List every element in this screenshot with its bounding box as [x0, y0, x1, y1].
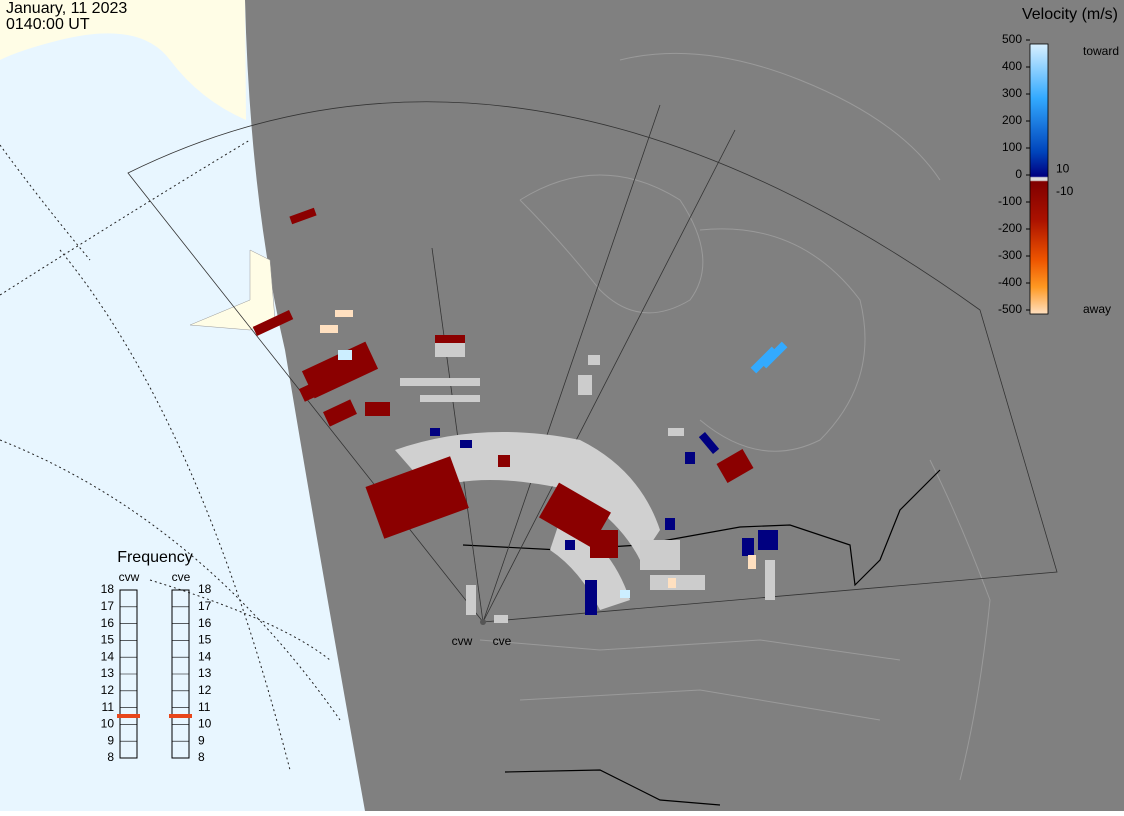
- scale-title: Velocity (m/s): [1022, 6, 1118, 23]
- scale-tick-label: 400: [1002, 59, 1022, 73]
- frequency-tick-label: 14: [101, 649, 115, 663]
- frequency-tick-label: 16: [101, 616, 115, 630]
- scale-tick-label: 0: [1015, 167, 1022, 181]
- radar-column-label: cvw: [119, 570, 140, 584]
- frequency-tick-label: 17: [198, 599, 212, 613]
- scale-tick-label: -200: [998, 221, 1022, 235]
- color-bar: [1029, 43, 1049, 315]
- coastlines: [479, 52, 991, 781]
- dynamic: 500 400 300 200 100 0 -100 -200 -300 -400 -500 10 -1…: [101, 32, 1074, 764]
- time: 0140:00 UT: [6, 16, 90, 33]
- land: [0, 0, 246, 120]
- frequency-tick-label: 15: [198, 633, 212, 647]
- radar-echoes: [252, 207, 788, 625]
- scale-tick-label: -100: [998, 194, 1022, 208]
- frequency-tick-label: 17: [101, 599, 115, 613]
- scale-tick-label: 300: [1002, 86, 1022, 100]
- radar-site-label: cve: [493, 634, 512, 648]
- scale-inner-tick-label: -10: [1056, 184, 1074, 198]
- frequency-tick-label: 11: [102, 700, 115, 714]
- frequency-tick-label: 15: [101, 633, 115, 647]
- frequency-tick-label: 18: [198, 582, 212, 596]
- ocean: [0, 0, 365, 811]
- frequency-tick-label: 13: [198, 666, 212, 680]
- frequency-tick-label: 12: [198, 683, 212, 697]
- scale-inner-tick-label: 10: [1056, 161, 1070, 175]
- scale-tick-label: -300: [998, 248, 1022, 262]
- scale-toward: toward: [1083, 44, 1119, 58]
- frequency-tick-label: 11: [198, 700, 211, 714]
- scale-tick-label: 500: [1002, 32, 1022, 46]
- frequency-tick-label: 8: [198, 750, 205, 764]
- grid-lines: [0, 139, 341, 771]
- frequency-tick-label: 12: [101, 683, 115, 697]
- frequency-title: Frequency: [117, 549, 193, 566]
- scale-tick-label: -500: [998, 302, 1022, 316]
- land: [189, 249, 276, 331]
- scale-tick-label: -400: [998, 275, 1022, 289]
- scale-away: away: [1083, 302, 1111, 316]
- frequency-tick-label: 13: [101, 666, 115, 680]
- scale-tick-label: 200: [1002, 113, 1022, 127]
- frequency-tick-label: 10: [101, 717, 115, 731]
- scale-tick-label: 100: [1002, 140, 1022, 154]
- frequency-tick-label: 14: [198, 649, 212, 663]
- date: January, 11 2023: [6, 0, 127, 17]
- frequency-tick-label: 18: [101, 582, 115, 596]
- frequency-tick-label: 16: [198, 616, 212, 630]
- frequency-tick-label: 9: [107, 733, 114, 747]
- frequency-tick-label: 9: [198, 733, 205, 747]
- radar-column-label: cve: [172, 570, 191, 584]
- frequency-tick-label: 10: [198, 717, 212, 731]
- radar-site-label: cvw: [452, 634, 473, 648]
- frequency-tick-label: 8: [107, 750, 114, 764]
